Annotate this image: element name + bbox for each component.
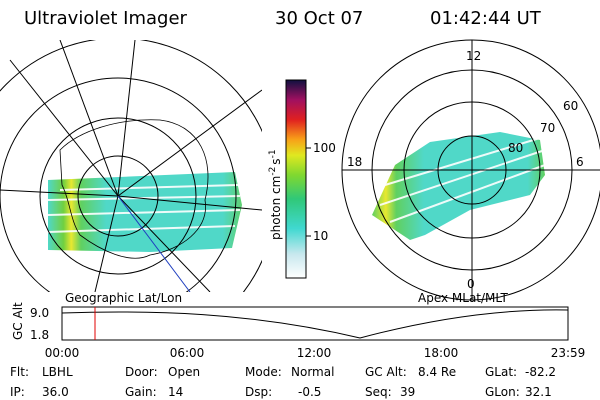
apex-map	[341, 39, 600, 301]
info-value: 32.1	[525, 385, 552, 399]
timeline-x-tick: 23:59	[551, 346, 586, 360]
info-value: 8.4 Re	[418, 365, 456, 379]
info-label: GLon:	[485, 385, 520, 399]
info-value: -82.2	[525, 365, 556, 379]
info-value: 39	[400, 385, 415, 399]
timeline-y-tick: 1.8	[30, 328, 49, 342]
info-label: Seq:	[365, 385, 392, 399]
mlt-label: 18	[347, 155, 362, 169]
info-panel: Flt: LBHL Door: Open Mode: Normal GC Alt: 8.4 R…	[10, 365, 556, 399]
colorbar-tick: 10	[313, 229, 328, 243]
timeline-x-tick: 12:00	[297, 346, 332, 360]
mlt-label: 6	[576, 155, 584, 169]
info-value: Open	[168, 365, 200, 379]
info-value: -0.5	[298, 385, 321, 399]
altitude-curve	[61, 309, 569, 339]
timeline-y-tick: 9.0	[30, 306, 49, 320]
timeline-x-tick: 00:00	[45, 346, 80, 360]
info-label: GLat:	[485, 365, 517, 379]
lat-label: 70	[540, 121, 555, 135]
time: 01:42:44 UT	[430, 8, 542, 29]
timeline-x-tick: 18:00	[424, 346, 459, 360]
timeline-frame	[61, 306, 569, 341]
geographic-map	[0, 40, 262, 292]
info-label: Flt:	[10, 365, 29, 379]
info-value: Normal	[291, 365, 334, 379]
lat-label: 60	[563, 99, 578, 113]
info-label: Mode:	[245, 365, 282, 379]
info-label: Dsp:	[245, 385, 272, 399]
timeline-x-tick: 06:00	[170, 346, 205, 360]
mlt-label: 12	[466, 49, 481, 63]
timeline-y-label: GC Alt	[11, 302, 25, 340]
info-value: 36.0	[42, 385, 69, 399]
left-map-label: Geographic Lat/Lon	[65, 291, 182, 305]
info-value: LBHL	[42, 365, 73, 379]
info-label: IP:	[10, 385, 25, 399]
right-map-label: Apex MLat/MLT	[418, 291, 508, 305]
title: Ultraviolet Imager	[24, 8, 188, 29]
info-label: GC Alt:	[365, 365, 407, 379]
colorbar-units: photon cm-2s-1	[268, 149, 283, 240]
info-value: 14	[168, 385, 183, 399]
mlt-label: 0	[467, 277, 475, 291]
colorbar	[285, 79, 307, 279]
lat-label: 80	[508, 141, 523, 155]
colorbar-tick: 100	[313, 141, 336, 155]
date: 30 Oct 07	[275, 8, 363, 29]
info-label: Door:	[125, 365, 158, 379]
info-label: Gain:	[125, 385, 157, 399]
